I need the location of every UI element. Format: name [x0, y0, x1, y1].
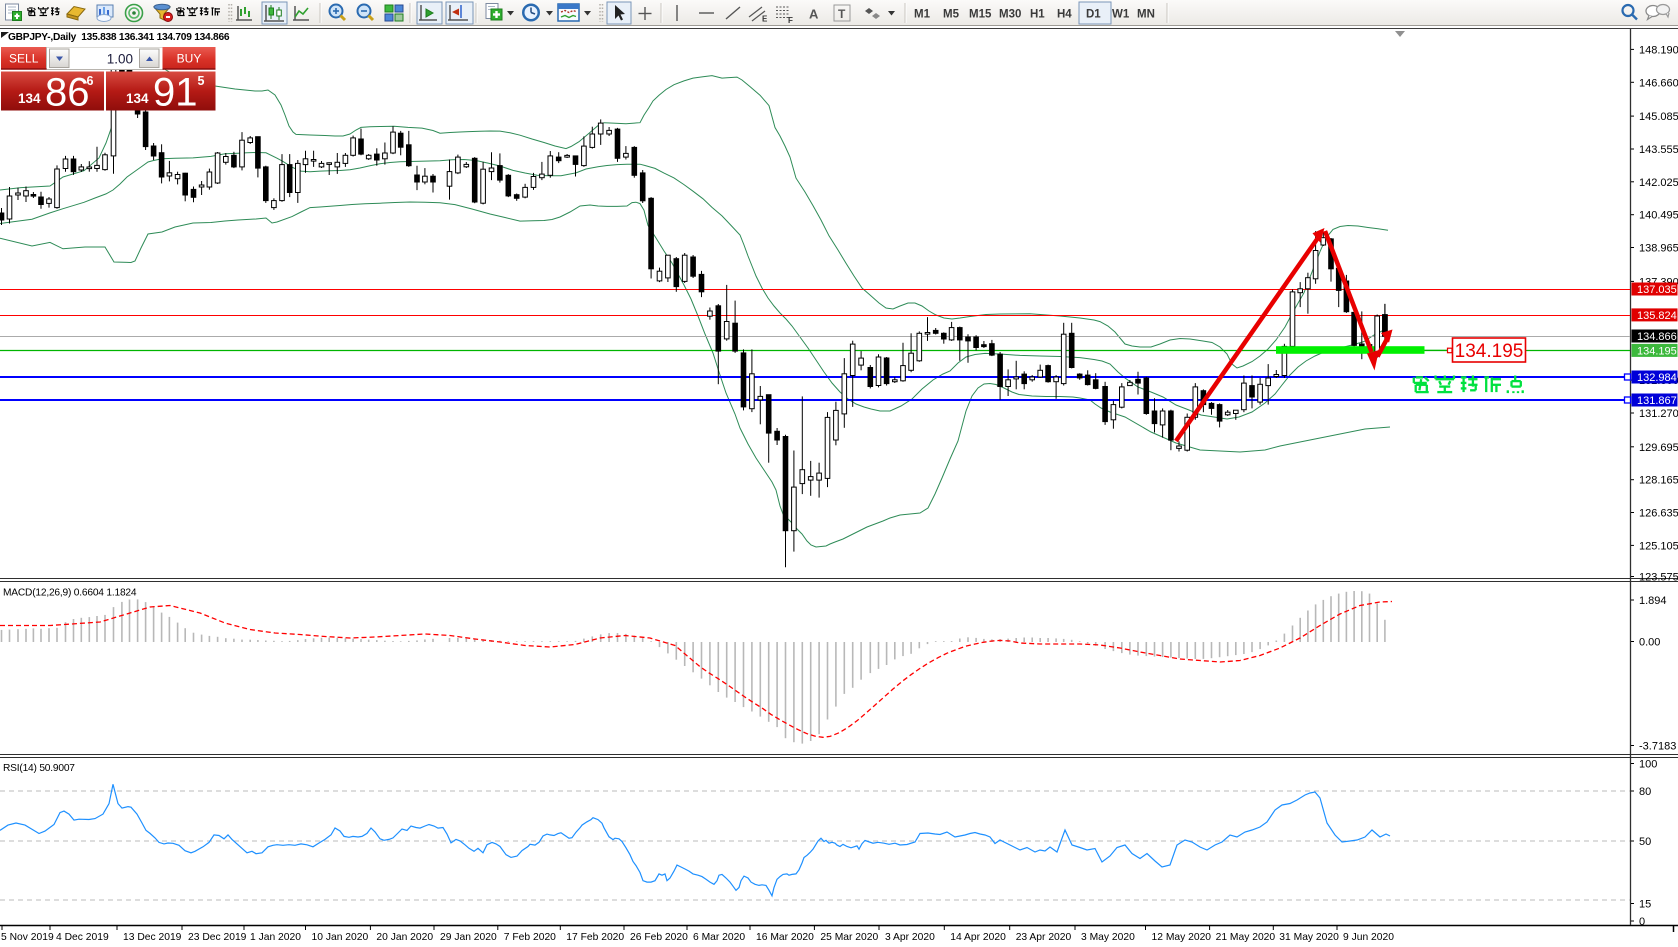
svg-text:134: 134 [126, 91, 149, 106]
svg-text:6: 6 [87, 74, 94, 88]
svg-text:26 Feb 2020: 26 Feb 2020 [630, 932, 688, 943]
svg-text:14 Apr 2020: 14 Apr 2020 [950, 932, 1006, 943]
svg-text:4 Dec 2019: 4 Dec 2019 [56, 932, 109, 943]
svg-text:SELL: SELL [9, 52, 39, 66]
svg-text:21 May 2020: 21 May 2020 [1216, 932, 1276, 943]
svg-text:F: F [788, 16, 793, 25]
svg-text:BUY: BUY [177, 52, 202, 66]
svg-text:MN: MN [1137, 9, 1155, 21]
svg-text:GBPJPY-,Daily 135.838 136.341: GBPJPY-,Daily 135.838 136.341 134.709 13… [8, 32, 230, 43]
svg-text:20 Jan 2020: 20 Jan 2020 [376, 932, 433, 943]
svg-text:9 Jun 2020: 9 Jun 2020 [1343, 932, 1394, 943]
svg-text:7 Feb 2020: 7 Feb 2020 [504, 932, 556, 943]
svg-text:16 Mar 2020: 16 Mar 2020 [756, 932, 814, 943]
svg-text:23 Dec 2019: 23 Dec 2019 [188, 932, 247, 943]
svg-text:5 Nov 2019: 5 Nov 2019 [1, 932, 54, 943]
svg-text:10 Jan 2020: 10 Jan 2020 [312, 932, 369, 943]
svg-text:M30: M30 [999, 9, 1021, 21]
svg-text:W1: W1 [1112, 9, 1130, 21]
svg-text:31 May 2020: 31 May 2020 [1279, 932, 1339, 943]
svg-text:D1: D1 [1086, 9, 1101, 21]
svg-text:100: 100 [1639, 759, 1657, 771]
svg-text:-3.7183: -3.7183 [1639, 741, 1676, 753]
svg-text:A: A [809, 7, 819, 22]
svg-text:123.575: 123.575 [1639, 572, 1678, 584]
svg-text:134: 134 [18, 91, 41, 106]
svg-text:RSI(14) 50.9007: RSI(14) 50.9007 [3, 763, 75, 774]
svg-text:5: 5 [198, 74, 205, 88]
svg-text:0.00: 0.00 [1639, 637, 1660, 649]
svg-text:143.555: 143.555 [1639, 144, 1678, 156]
svg-text:132.984: 132.984 [1637, 372, 1677, 384]
svg-text:15: 15 [1639, 899, 1651, 911]
svg-text:0: 0 [1639, 916, 1645, 928]
svg-text:142.025: 142.025 [1639, 177, 1678, 189]
svg-text:1.00: 1.00 [107, 52, 133, 67]
svg-text:M15: M15 [969, 9, 992, 21]
svg-text:M1: M1 [914, 9, 931, 21]
svg-text:H1: H1 [1030, 9, 1045, 21]
svg-text:138.965: 138.965 [1639, 243, 1678, 255]
svg-text:17 Feb 2020: 17 Feb 2020 [566, 932, 624, 943]
svg-text:13 Dec 2019: 13 Dec 2019 [123, 932, 182, 943]
svg-text:80: 80 [1639, 786, 1651, 798]
svg-text:125.105: 125.105 [1639, 540, 1678, 552]
svg-text:23 Apr 2020: 23 Apr 2020 [1016, 932, 1072, 943]
svg-text:E: E [762, 15, 768, 24]
svg-text:50: 50 [1639, 836, 1651, 848]
svg-text:T: T [838, 7, 846, 21]
svg-text:25 Mar 2020: 25 Mar 2020 [820, 932, 878, 943]
svg-text:145.085: 145.085 [1639, 111, 1678, 123]
svg-text:140.495: 140.495 [1639, 210, 1678, 222]
svg-text:12 May 2020: 12 May 2020 [1152, 932, 1212, 943]
svg-text:6 Mar 2020: 6 Mar 2020 [693, 932, 745, 943]
svg-text:137.035: 137.035 [1637, 284, 1677, 296]
svg-text:1 Jan 2020: 1 Jan 2020 [250, 932, 301, 943]
svg-text:91: 91 [153, 71, 198, 112]
svg-text:126.635: 126.635 [1639, 508, 1678, 520]
svg-text:135.824: 135.824 [1637, 310, 1677, 322]
svg-text:MACD(12,26,9) 0.6604 1.1824: MACD(12,26,9) 0.6604 1.1824 [3, 588, 137, 599]
svg-text:H4: H4 [1057, 9, 1072, 21]
svg-text:3 Apr 2020: 3 Apr 2020 [885, 932, 935, 943]
svg-text:29 Jan 2020: 29 Jan 2020 [440, 932, 497, 943]
svg-text:134.195: 134.195 [1455, 341, 1524, 362]
svg-text:134.866: 134.866 [1637, 331, 1677, 343]
svg-text:131.867: 131.867 [1637, 395, 1677, 407]
svg-text:134.195: 134.195 [1637, 345, 1677, 357]
svg-text:148.190: 148.190 [1639, 44, 1678, 56]
svg-text:86: 86 [45, 71, 90, 112]
svg-text:131.270: 131.270 [1639, 408, 1678, 420]
svg-text:128.165: 128.165 [1639, 475, 1678, 487]
svg-text:146.660: 146.660 [1639, 77, 1678, 89]
svg-text:1.894: 1.894 [1639, 595, 1667, 607]
svg-text:129.695: 129.695 [1639, 442, 1678, 454]
svg-text:3 May 2020: 3 May 2020 [1081, 932, 1135, 943]
svg-text:M5: M5 [943, 9, 960, 21]
